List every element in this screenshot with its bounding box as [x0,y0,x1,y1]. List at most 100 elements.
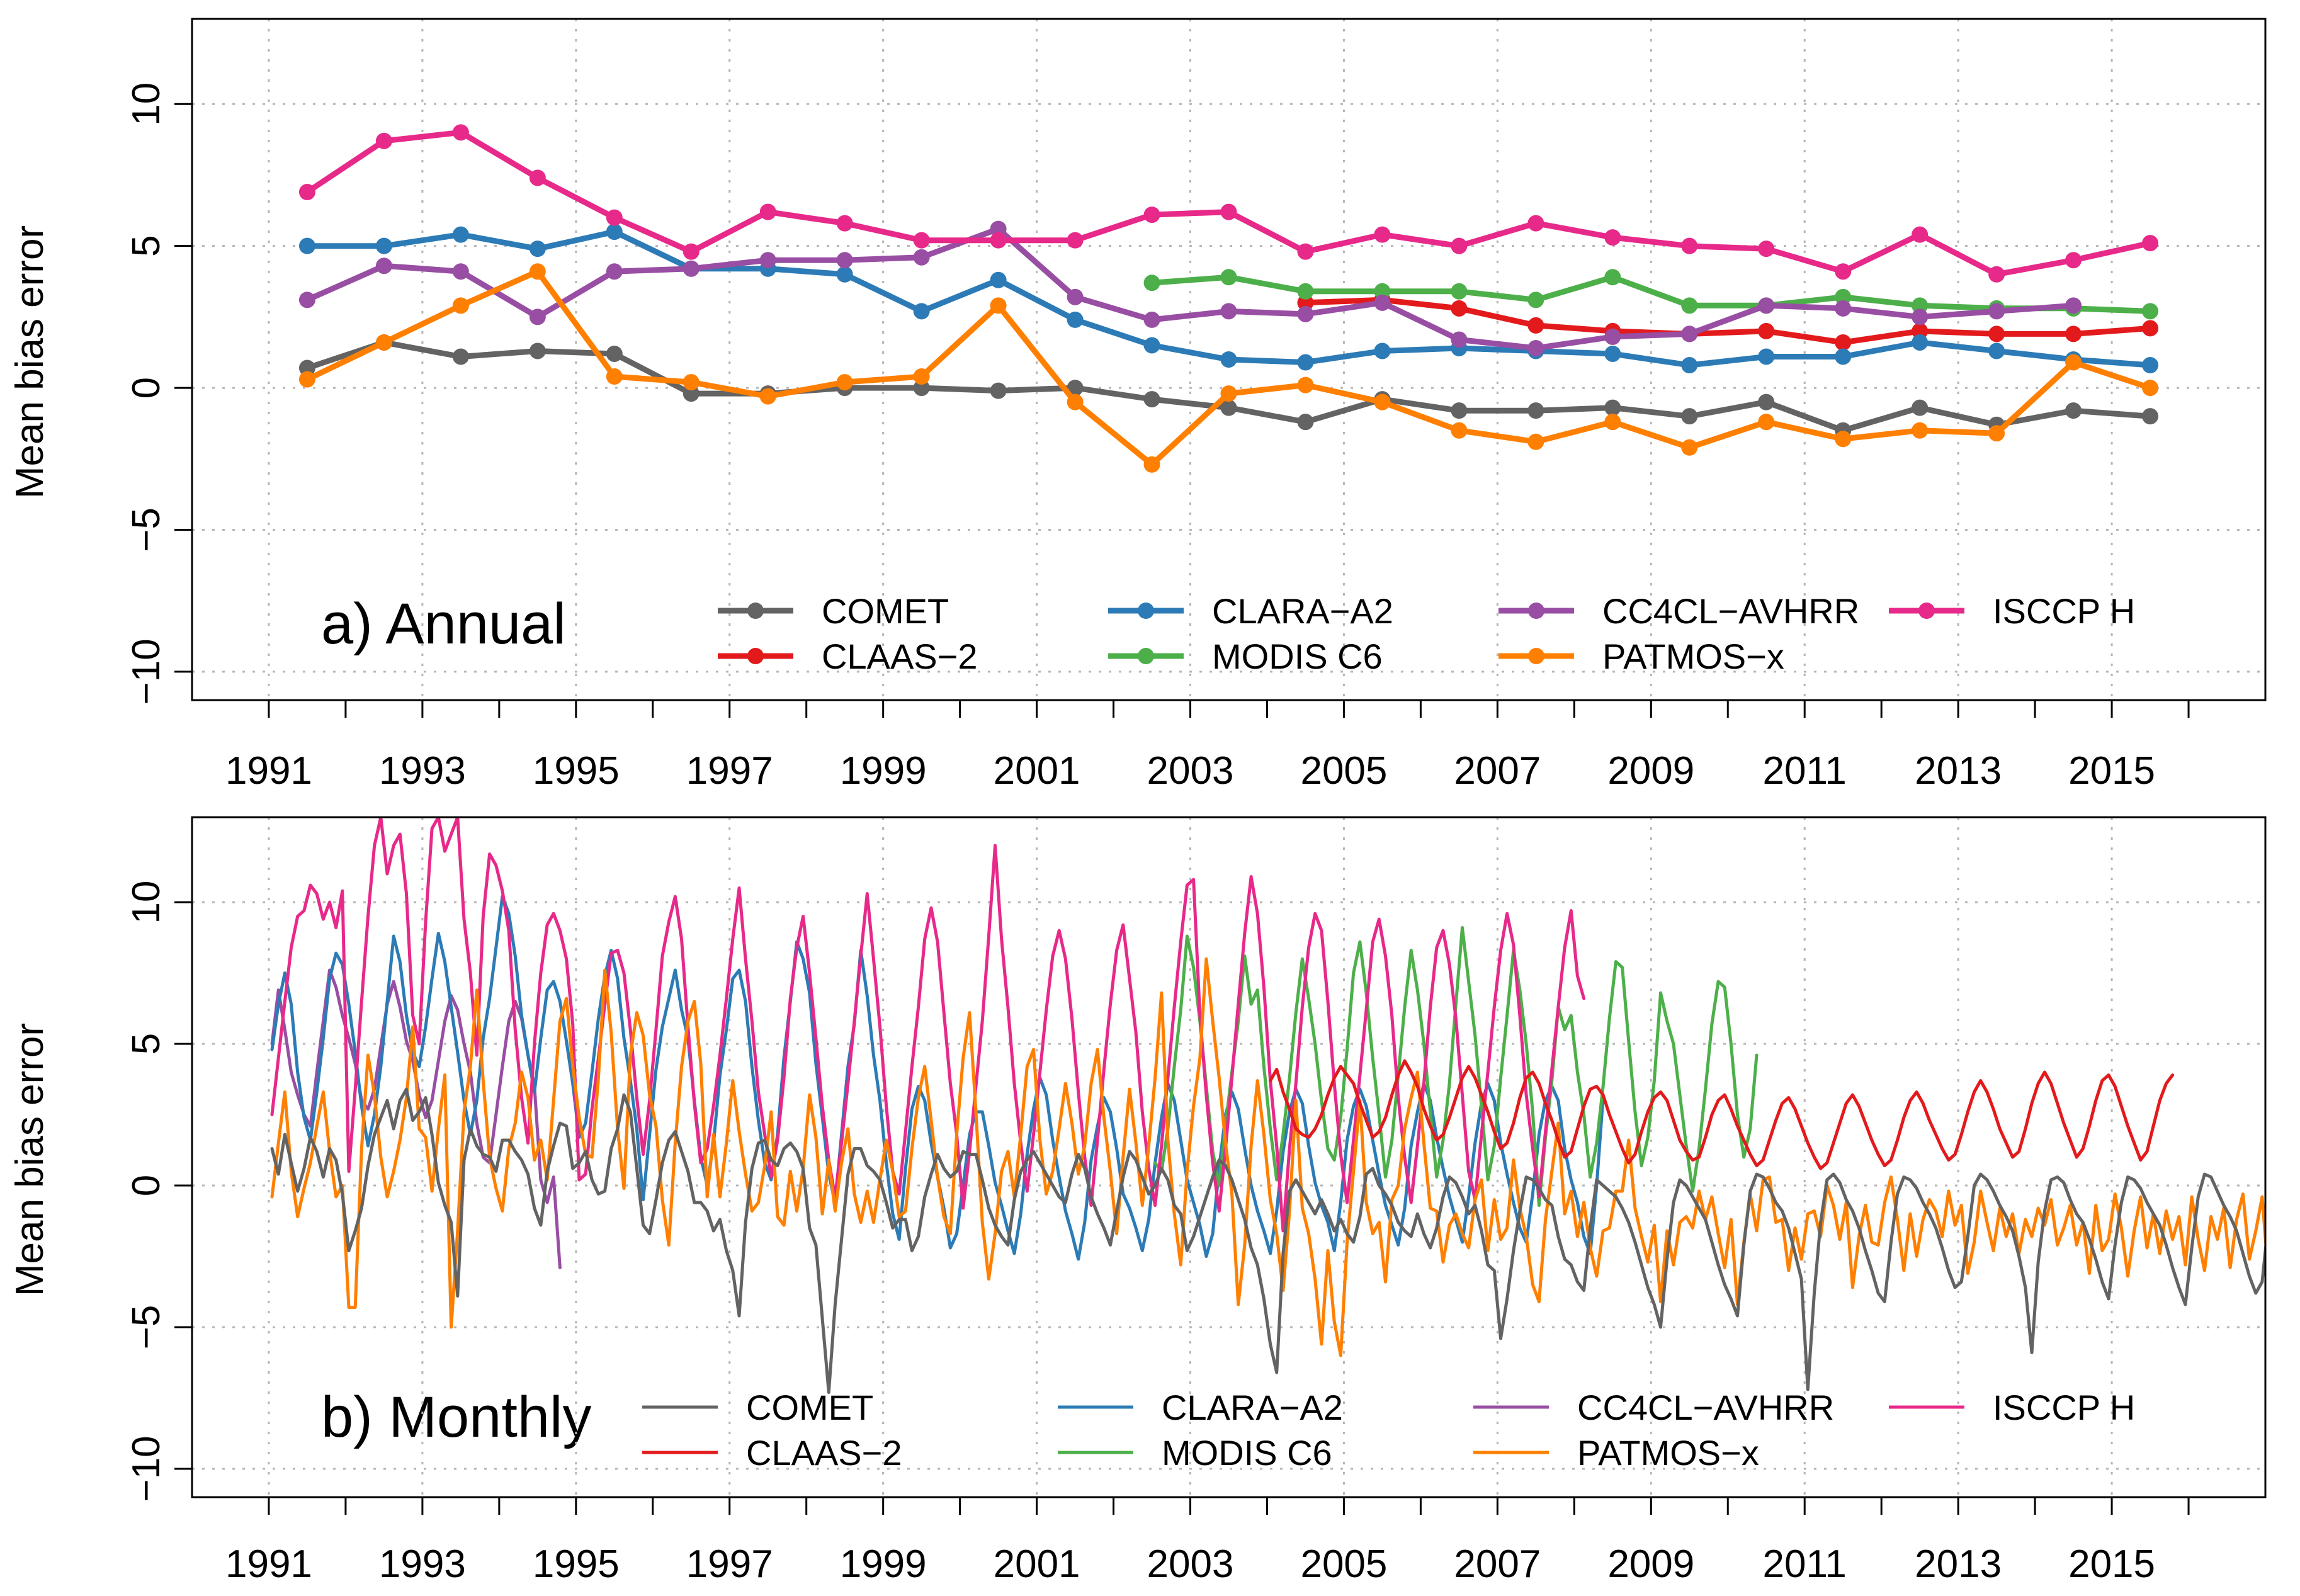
annual-point-comet [1451,402,1468,419]
annual-point-claas-2 [2065,325,2082,342]
legend-marker [1918,603,1935,619]
annual-point-claas-2 [1527,317,1544,334]
annual-point-clara-a2 [2142,357,2159,374]
annual-point-claas-2 [1451,300,1468,317]
monthly-series-isccp-h [270,817,1586,1233]
annual-point-isccp-h [990,232,1007,249]
annual-point-clara-a2 [1988,342,2005,359]
annual-point-patmos-x [1681,439,1698,456]
annual-point-cc4cl-avhrr [2065,297,2082,314]
annual-point-modis-c6 [1143,274,1160,291]
y-tick-label: −10 [125,1435,168,1502]
annual-point-patmos-x [1143,456,1160,473]
y-tick-label: 10 [125,82,168,126]
annual-point-cc4cl-avhrr [1681,325,1698,342]
legend-label: CLARA−A2 [1162,1388,1343,1427]
legend-label: CC4CL−AVHRR [1602,591,1859,631]
annual-plot-frame [191,18,2267,701]
annual-point-patmos-x [1220,385,1237,402]
annual-point-isccp-h [1143,207,1160,224]
annual-point-cc4cl-avhrr [1067,288,1084,305]
annual-point-patmos-x [1758,414,1775,431]
legend-item-clara-a2: CLARA−A2 [1058,1388,1343,1427]
legend-item-claas-2: CLAAS−2 [718,637,978,676]
x-tick-label: 2013 [1915,749,2002,793]
annual-point-isccp-h [836,215,853,232]
panel-annual: Mean bias error a) Annual 1991 1993 1995 19… [8,18,2267,793]
annual-point-patmos-x [606,368,623,385]
x-tick-label: 2005 [1300,1542,1387,1586]
monthly-legend: COMET CLAAS−2 CLARA−A2 MODIS C6 CC4CL−AVHRR P… [642,1388,2135,1473]
y-tick-label: 0 [125,377,168,399]
legend-marker [747,603,764,619]
legend-label: MODIS C6 [1212,637,1383,676]
monthly-series-comet [270,1087,2265,1394]
x-tick-label: 1993 [379,749,466,793]
annual-point-comet [2142,408,2159,425]
annual-point-modis-c6 [1835,288,1852,305]
legend-item-modis-c6: MODIS C6 [1058,1433,1332,1473]
annual-point-isccp-h [1067,232,1084,249]
annual-point-modis-c6 [1604,269,1621,286]
x-tick-label: 2007 [1454,1542,1541,1586]
annual-point-patmos-x [759,388,776,405]
x-tick-label: 1999 [840,1542,927,1586]
annual-point-patmos-x [1527,433,1544,450]
annual-point-isccp-h [1681,237,1698,254]
legend-label: CLAAS−2 [822,637,978,676]
annual-point-comet [1143,391,1160,408]
annual-point-isccp-h [298,184,315,201]
annual-point-comet [913,380,930,397]
legend-marker [1528,648,1544,664]
annual-point-patmos-x [1374,393,1391,410]
annual-point-clara-a2 [606,224,623,241]
annual-point-claas-2 [1912,322,1929,339]
annual-point-cc4cl-avhrr [529,308,546,325]
annual-point-patmos-x [2065,354,2082,371]
annual-point-clara-a2 [1143,337,1160,354]
annual-point-modis-c6 [1527,291,1544,308]
annual-point-comet [1067,380,1084,397]
annual-point-comet [1220,399,1237,416]
panel-label-monthly: b) Monthly [321,1385,592,1449]
annual-series-cc4cl-avhrr [304,226,2076,351]
annual-point-isccp-h [452,124,469,141]
annual-point-comet [298,359,315,376]
annual-point-clara-a2 [375,237,392,254]
x-tick-label: 2011 [1763,1542,1847,1586]
legend-label: CLAAS−2 [746,1433,902,1473]
legend-marker [747,648,764,664]
annual-point-claas-2 [1758,322,1775,339]
monthly-series-group [270,817,2265,1394]
x-tick-label: 2003 [1147,1542,1234,1586]
annual-point-patmos-x [529,263,546,280]
annual-point-isccp-h [1758,241,1775,258]
legend-marker [1138,648,1154,664]
annual-point-comet [1681,408,1698,425]
annual-point-cc4cl-avhrr [375,258,392,274]
x-tick-label: 2005 [1300,749,1387,793]
monthly-plot-frame [191,816,2267,1498]
annual-point-clara-a2 [1912,334,1929,351]
annual-point-patmos-x [836,374,853,391]
annual-point-cc4cl-avhrr [759,252,776,269]
annual-point-cc4cl-avhrr [1912,308,1929,325]
monthly-series-claas-2 [1269,1059,2175,1170]
annual-point-comet [529,342,546,359]
legend-item-isccp-h: ISCCP H [1889,1388,2135,1427]
annual-point-isccp-h [529,169,546,186]
annual-point-cc4cl-avhrr [606,263,623,280]
annual-point-cc4cl-avhrr [1527,339,1544,356]
annual-point-patmos-x [1988,425,2005,442]
annual-point-cc4cl-avhrr [1374,294,1391,311]
y-tick-label: −5 [125,507,168,552]
annual-point-clara-a2 [1758,348,1775,365]
annual-point-isccp-h [1220,203,1237,220]
x-tick-label: 1997 [686,749,773,793]
annual-point-isccp-h [1374,226,1391,243]
annual-point-cc4cl-avhrr [836,252,853,269]
x-tick-label: 2015 [2068,1542,2155,1586]
x-tick-label: 1991 [225,749,312,793]
annual-point-claas-2 [1988,325,2005,342]
annual-point-isccp-h [759,203,776,220]
